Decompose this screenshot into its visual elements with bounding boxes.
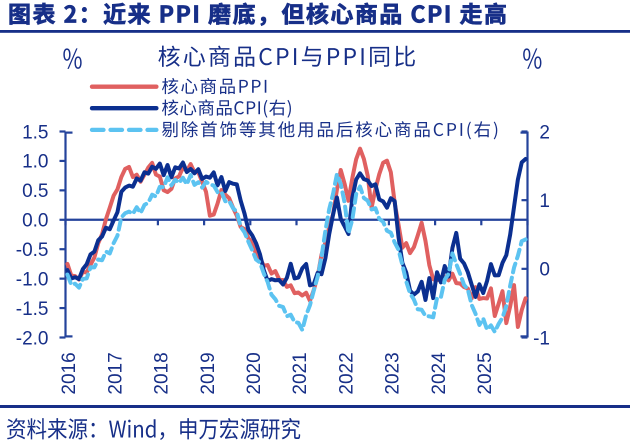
right-axis-tick-labels: 2 1 0 -1 xyxy=(533,122,550,349)
legend-label-3 xyxy=(161,121,498,140)
x-tick-label: 2024 xyxy=(429,352,450,395)
left-axis-unit xyxy=(63,48,82,69)
x-tick-label: 2020 xyxy=(244,352,265,394)
legend-item-1 xyxy=(89,77,267,95)
title-rule xyxy=(0,30,630,33)
left-tick-label: -0.5 xyxy=(16,240,49,261)
source-rule xyxy=(0,405,630,408)
left-axis-tick-labels: 1.5 1.0 0.5 0.0 -0.5 -1.0 -1.5 -2.0 xyxy=(16,122,49,349)
left-tick-label: -1.5 xyxy=(16,299,49,320)
source-note xyxy=(7,417,301,440)
left-tick-label: 0.5 xyxy=(22,181,48,202)
legend-item-3 xyxy=(89,121,498,140)
series-line-2 xyxy=(65,156,528,302)
legend xyxy=(89,77,498,140)
left-tick-label: 1.5 xyxy=(22,122,48,143)
right-tick-label: 0 xyxy=(539,260,550,281)
left-tick-label: -1.0 xyxy=(16,269,49,290)
x-tick-label: 2016 xyxy=(59,352,80,394)
legend-label-2 xyxy=(161,99,291,118)
right-tick-label: 1 xyxy=(539,191,550,212)
x-tick-label: 2022 xyxy=(336,352,357,394)
x-tick-label: 2025 xyxy=(475,352,496,394)
left-tick-label: -2.0 xyxy=(16,328,49,349)
x-tick-label: 2019 xyxy=(198,352,219,394)
chart-title xyxy=(158,45,415,67)
left-tick-label: 0.0 xyxy=(22,211,48,232)
series-lines xyxy=(65,146,528,334)
x-tick-label: 2017 xyxy=(105,352,126,394)
right-tick-label: 2 xyxy=(539,122,550,143)
figure-title xyxy=(9,2,507,27)
legend-label-1 xyxy=(161,77,267,95)
series-line-3 xyxy=(65,172,528,334)
left-tick-label: 1.0 xyxy=(22,152,48,173)
x-tick-label: 2018 xyxy=(152,352,173,394)
legend-item-2 xyxy=(89,99,291,118)
x-tick-label: 2023 xyxy=(383,352,404,394)
right-tick-label: -1 xyxy=(533,328,550,349)
x-tick-label: 2021 xyxy=(290,352,311,394)
right-axis-unit xyxy=(523,48,542,69)
x-axis-tick-labels: 2016 2017 2018 2019 2020 2021 2022 2023 2024 2025 xyxy=(59,352,496,395)
